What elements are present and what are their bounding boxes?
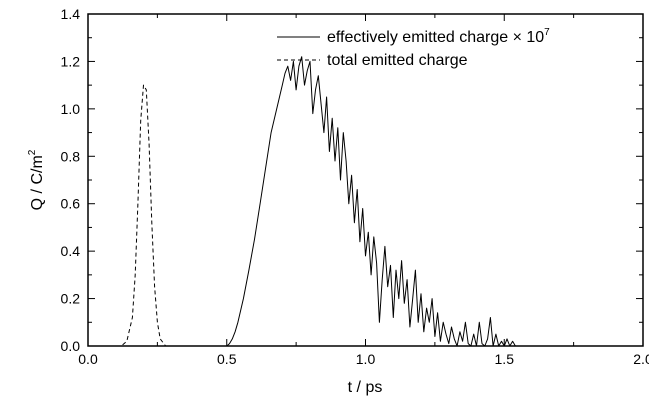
y-tick-label: 0.8	[61, 148, 81, 164]
y-axis-title-superscript: 2	[27, 149, 38, 155]
x-tick-label: 0.5	[217, 351, 237, 367]
y-tick-label: 0.4	[61, 243, 81, 259]
series-total-emitted-line	[88, 84, 643, 347]
x-tick-label: 1.5	[495, 351, 515, 367]
y-axis-title: Q / C/m2	[27, 149, 46, 210]
x-tick-label: 0.0	[78, 351, 98, 367]
y-tick-label: 0.0	[61, 338, 81, 354]
y-tick-label: 1.0	[61, 101, 81, 117]
series-effectively-emitted-line	[88, 56, 643, 347]
legend-label-effective: effectively emitted charge × 107	[327, 27, 550, 46]
x-tick-label: 1.0	[356, 351, 376, 367]
x-tick-label: 2.0	[633, 351, 649, 367]
y-tick-label: 1.2	[61, 53, 81, 69]
y-tick-label: 0.6	[61, 196, 81, 212]
legend: effectively emitted charge × 107 total e…	[277, 27, 550, 69]
y-tick-label: 1.4	[61, 6, 81, 22]
y-axis-title-main: Q / C/m	[29, 155, 46, 210]
x-axis-title: t / ps	[348, 379, 383, 396]
legend-label-effective-main: effectively emitted charge × 10	[327, 29, 544, 46]
legend-label-total: total emitted charge	[327, 52, 468, 69]
y-tick-label: 0.2	[61, 291, 81, 307]
legend-label-effective-superscript: 7	[544, 27, 550, 38]
